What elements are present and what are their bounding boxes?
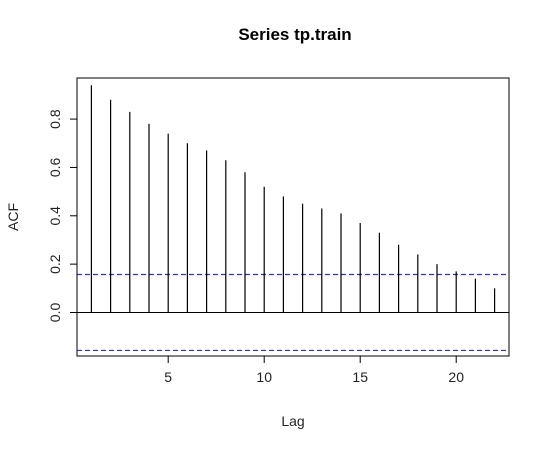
y-tick-label: 0.2 (47, 254, 63, 274)
x-tick-label: 5 (164, 369, 172, 385)
y-tick-label: 0.8 (47, 109, 63, 129)
axes: 5 10 15 20 0.0 0.2 0.4 0.6 0.8 (47, 109, 464, 385)
x-tick-label: 10 (256, 369, 272, 385)
x-axis-label: Lag (281, 413, 304, 429)
x-tick-label: 20 (448, 369, 464, 385)
plot-frame (76, 77, 510, 357)
y-tick-label: 0.0 (47, 303, 63, 323)
chart-title: Series tp.train (238, 25, 351, 44)
x-tick-label: 15 (352, 369, 368, 385)
y-tick-label: 0.6 (47, 158, 63, 178)
y-tick-label: 0.4 (47, 206, 63, 226)
plot-marks (77, 85, 509, 352)
y-axis-label: ACF (5, 203, 21, 231)
